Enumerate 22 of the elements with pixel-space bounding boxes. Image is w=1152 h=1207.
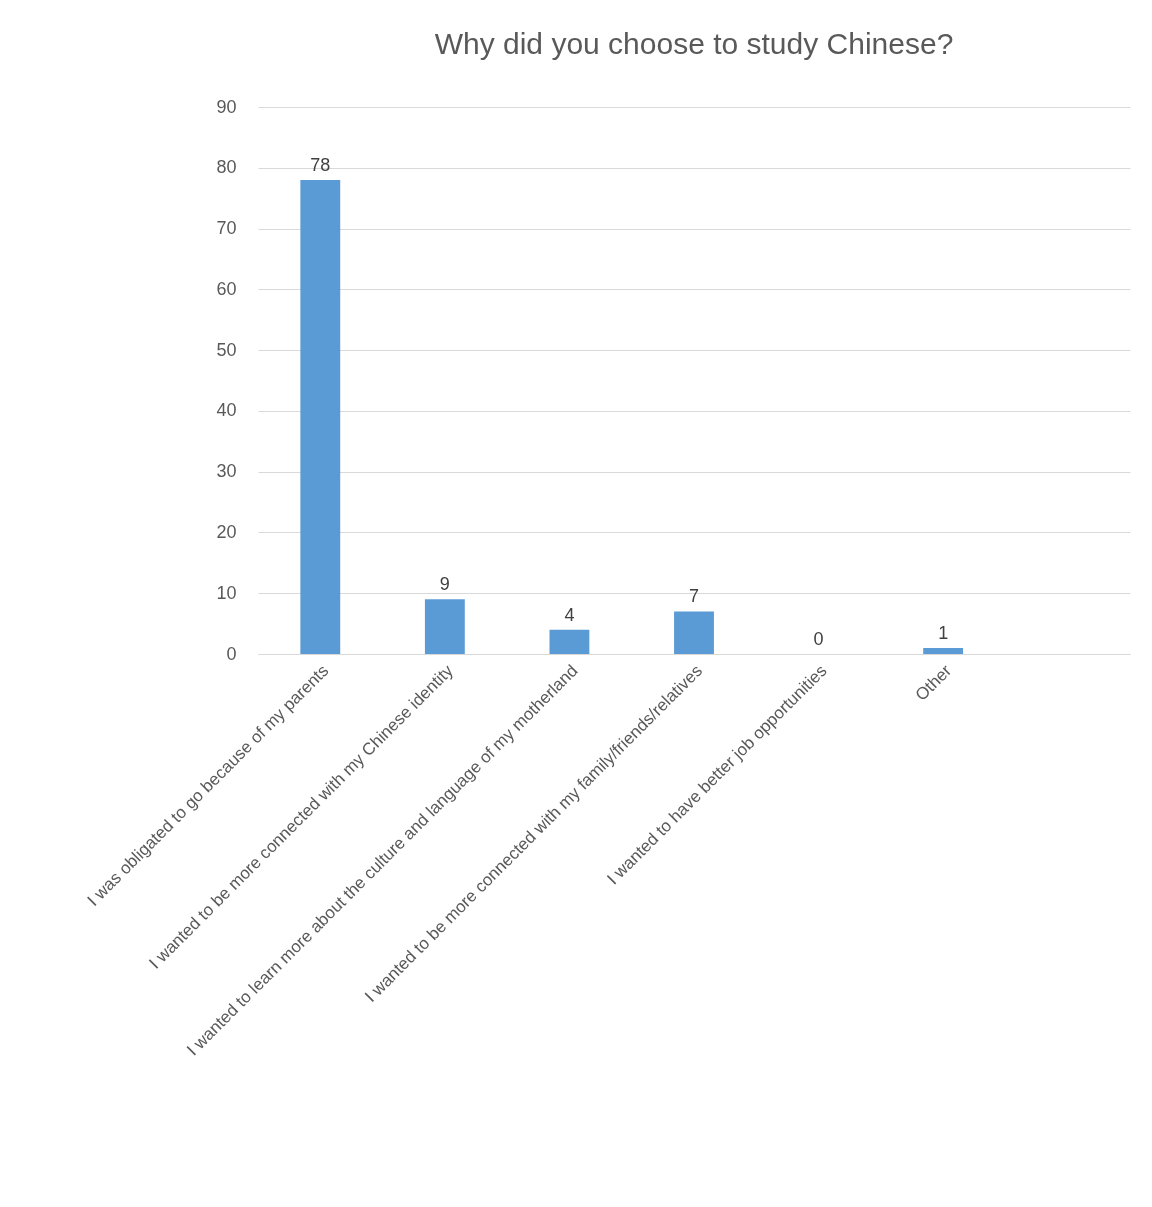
data-label: 78 bbox=[310, 154, 331, 175]
bar bbox=[674, 611, 714, 654]
y-tick-label: 60 bbox=[216, 278, 237, 299]
bar bbox=[424, 599, 465, 654]
y-tick-label: 40 bbox=[216, 400, 237, 421]
data-label: 1 bbox=[938, 622, 949, 643]
bar bbox=[923, 647, 964, 654]
y-tick-label: 50 bbox=[216, 339, 237, 360]
data-label: 0 bbox=[813, 629, 824, 649]
y-tick-label: 90 bbox=[216, 96, 237, 117]
chart-title: Why did you choose to study Chinese? bbox=[434, 27, 954, 60]
y-tick-label: 20 bbox=[216, 521, 237, 542]
y-tick-label: 0 bbox=[226, 643, 237, 664]
y-tick-label: 70 bbox=[216, 218, 237, 239]
y-tick-label: 30 bbox=[216, 461, 237, 482]
data-label: 7 bbox=[688, 586, 700, 607]
y-tick-label: 10 bbox=[216, 582, 237, 603]
y-tick-label: 80 bbox=[216, 157, 237, 178]
bar bbox=[300, 179, 341, 654]
data-label: 9 bbox=[439, 574, 450, 595]
bar bbox=[549, 629, 590, 654]
data-label: 4 bbox=[564, 604, 575, 625]
